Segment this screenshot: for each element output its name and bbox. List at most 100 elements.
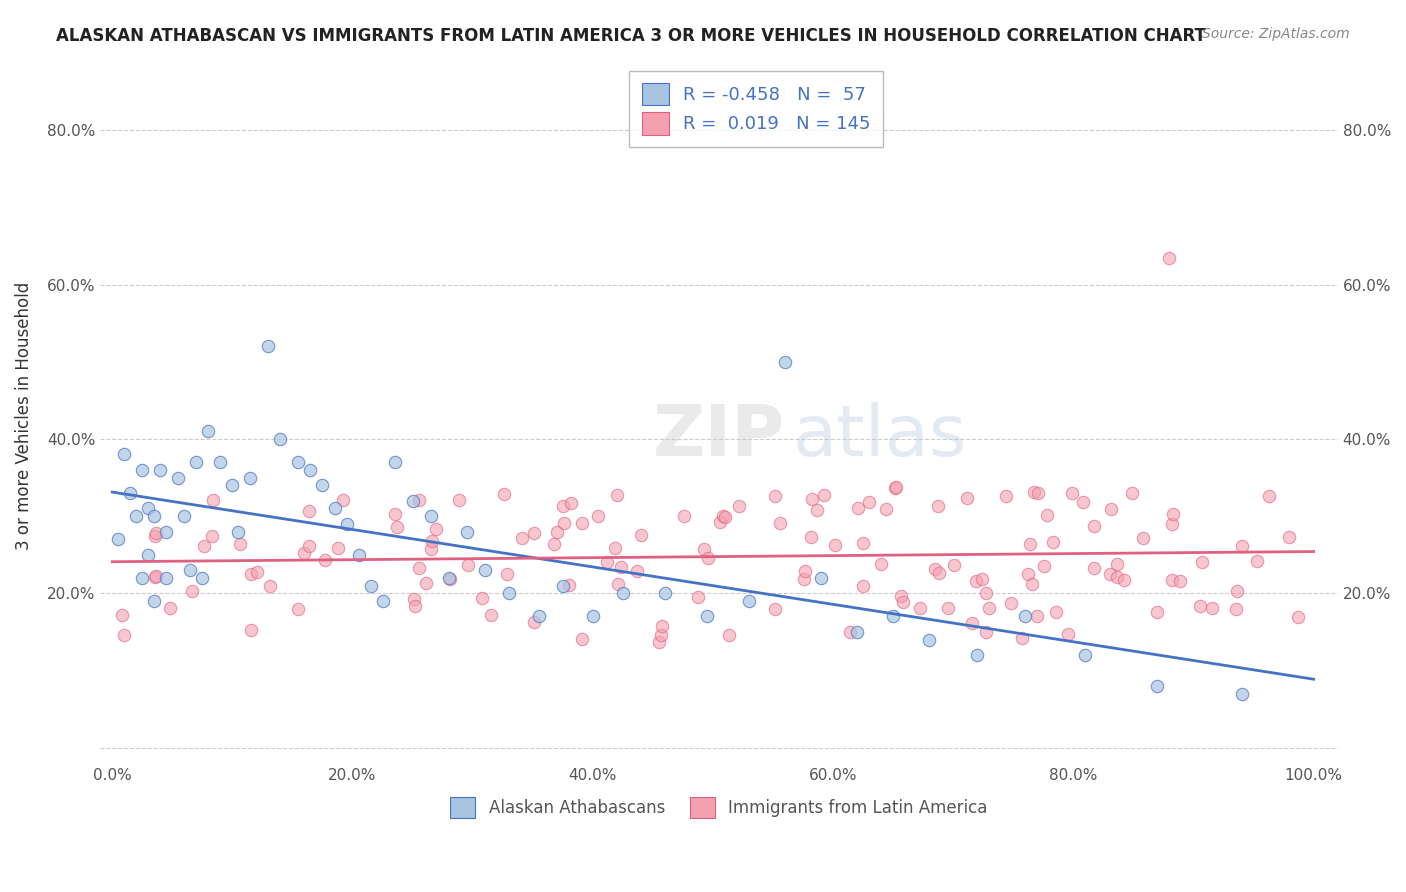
Point bbox=[112, 628, 135, 642]
Point bbox=[143, 594, 166, 608]
Point bbox=[560, 496, 582, 510]
Point bbox=[870, 557, 893, 571]
Point bbox=[1017, 567, 1039, 582]
Point bbox=[858, 495, 880, 509]
Point bbox=[425, 522, 447, 536]
Legend: Alaskan Athabascans, Immigrants from Latin America: Alaskan Athabascans, Immigrants from Lat… bbox=[443, 790, 994, 824]
Point bbox=[1146, 679, 1168, 693]
Point bbox=[553, 516, 575, 531]
Point bbox=[110, 608, 132, 623]
Point bbox=[551, 499, 574, 513]
Point bbox=[197, 424, 219, 438]
Point bbox=[457, 558, 479, 572]
Point bbox=[1112, 573, 1135, 587]
Point bbox=[890, 589, 912, 603]
Point bbox=[1036, 508, 1059, 523]
Point bbox=[769, 516, 792, 531]
Point bbox=[1021, 577, 1043, 591]
Point bbox=[1161, 573, 1184, 587]
Point bbox=[610, 560, 633, 574]
Point bbox=[287, 455, 309, 469]
Point bbox=[474, 563, 496, 577]
Point bbox=[408, 560, 430, 574]
Point bbox=[523, 526, 546, 541]
Point bbox=[120, 486, 142, 500]
Point bbox=[449, 493, 471, 508]
Point bbox=[650, 628, 672, 642]
Point bbox=[1083, 519, 1105, 533]
Point bbox=[209, 455, 232, 469]
Point bbox=[299, 463, 322, 477]
Point bbox=[966, 574, 988, 588]
Point bbox=[1071, 495, 1094, 509]
Point bbox=[240, 566, 263, 581]
Point bbox=[107, 533, 129, 547]
Point bbox=[546, 525, 568, 540]
Point bbox=[1042, 535, 1064, 549]
Point bbox=[385, 520, 408, 534]
Point bbox=[239, 470, 262, 484]
Point bbox=[1018, 537, 1040, 551]
Point bbox=[384, 508, 406, 522]
Point bbox=[201, 493, 224, 508]
Point bbox=[852, 536, 875, 550]
Point bbox=[173, 509, 195, 524]
Point bbox=[673, 508, 696, 523]
Point bbox=[492, 487, 515, 501]
Point bbox=[1000, 596, 1022, 610]
Point bbox=[1189, 599, 1212, 613]
Point bbox=[1230, 539, 1253, 553]
Point bbox=[846, 624, 869, 639]
Point bbox=[883, 481, 905, 495]
Point bbox=[709, 516, 731, 530]
Point bbox=[711, 509, 734, 524]
Text: ZIP: ZIP bbox=[652, 402, 785, 471]
Point bbox=[800, 531, 823, 545]
Point bbox=[298, 503, 321, 517]
Point bbox=[1225, 602, 1247, 616]
Point bbox=[145, 526, 167, 541]
Point bbox=[240, 623, 263, 637]
Point bbox=[630, 528, 652, 542]
Text: ALASKAN ATHABASCAN VS IMMIGRANTS FROM LATIN AMERICA 3 OR MORE VEHICLES IN HOUSEH: ALASKAN ATHABASCAN VS IMMIGRANTS FROM LA… bbox=[56, 27, 1206, 45]
Point bbox=[994, 489, 1017, 503]
Point bbox=[1168, 574, 1191, 588]
Point bbox=[149, 463, 172, 477]
Point bbox=[651, 619, 673, 633]
Point bbox=[1159, 251, 1181, 265]
Point bbox=[510, 531, 533, 545]
Point bbox=[402, 592, 425, 607]
Point bbox=[181, 584, 204, 599]
Point bbox=[1024, 484, 1046, 499]
Point bbox=[360, 579, 382, 593]
Point bbox=[523, 615, 546, 630]
Point bbox=[714, 510, 737, 524]
Point bbox=[603, 541, 626, 555]
Point bbox=[1026, 609, 1049, 624]
Point bbox=[408, 492, 430, 507]
Point bbox=[1278, 530, 1301, 544]
Point bbox=[551, 579, 574, 593]
Point bbox=[269, 432, 291, 446]
Point bbox=[201, 529, 224, 543]
Point bbox=[371, 594, 394, 608]
Point bbox=[571, 516, 593, 530]
Point bbox=[155, 524, 177, 539]
Point bbox=[420, 541, 443, 556]
Point bbox=[1057, 627, 1080, 641]
Point bbox=[1060, 486, 1083, 500]
Point bbox=[717, 628, 740, 642]
Point bbox=[420, 533, 443, 548]
Point bbox=[918, 632, 941, 647]
Point bbox=[456, 524, 478, 539]
Point bbox=[143, 570, 166, 584]
Point bbox=[179, 563, 201, 577]
Point bbox=[943, 558, 966, 572]
Point bbox=[415, 576, 437, 591]
Point bbox=[471, 591, 494, 606]
Point bbox=[696, 609, 718, 624]
Point bbox=[571, 632, 593, 647]
Point bbox=[1161, 507, 1184, 521]
Point bbox=[1121, 485, 1143, 500]
Point bbox=[763, 602, 786, 616]
